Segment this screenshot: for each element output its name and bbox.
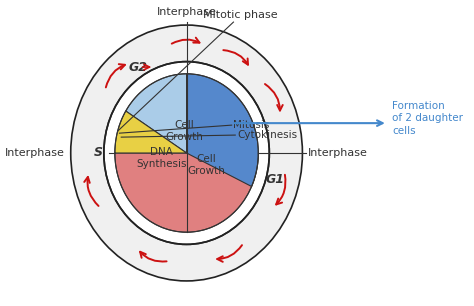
Polygon shape [115,111,187,153]
Text: S: S [94,147,103,159]
Text: Interphase: Interphase [5,148,64,158]
Text: Interphase: Interphase [156,7,217,17]
Circle shape [104,62,269,244]
Circle shape [71,25,302,281]
Polygon shape [187,74,258,186]
Text: Cell
Growth: Cell Growth [165,120,203,142]
Text: Cytokinesis: Cytokinesis [237,130,297,140]
Polygon shape [126,74,187,153]
Text: Cell
Growth: Cell Growth [188,154,225,176]
Text: G2: G2 [128,61,147,73]
Text: Interphase: Interphase [308,148,368,158]
Text: G1: G1 [266,173,285,186]
Text: Mitotic phase: Mitotic phase [203,10,278,20]
Text: Mitosis: Mitosis [234,120,270,130]
Polygon shape [115,153,258,232]
Text: Formation
of 2 daughter
cells: Formation of 2 daughter cells [392,101,463,136]
Text: DNA
Synthesis: DNA Synthesis [136,147,187,169]
